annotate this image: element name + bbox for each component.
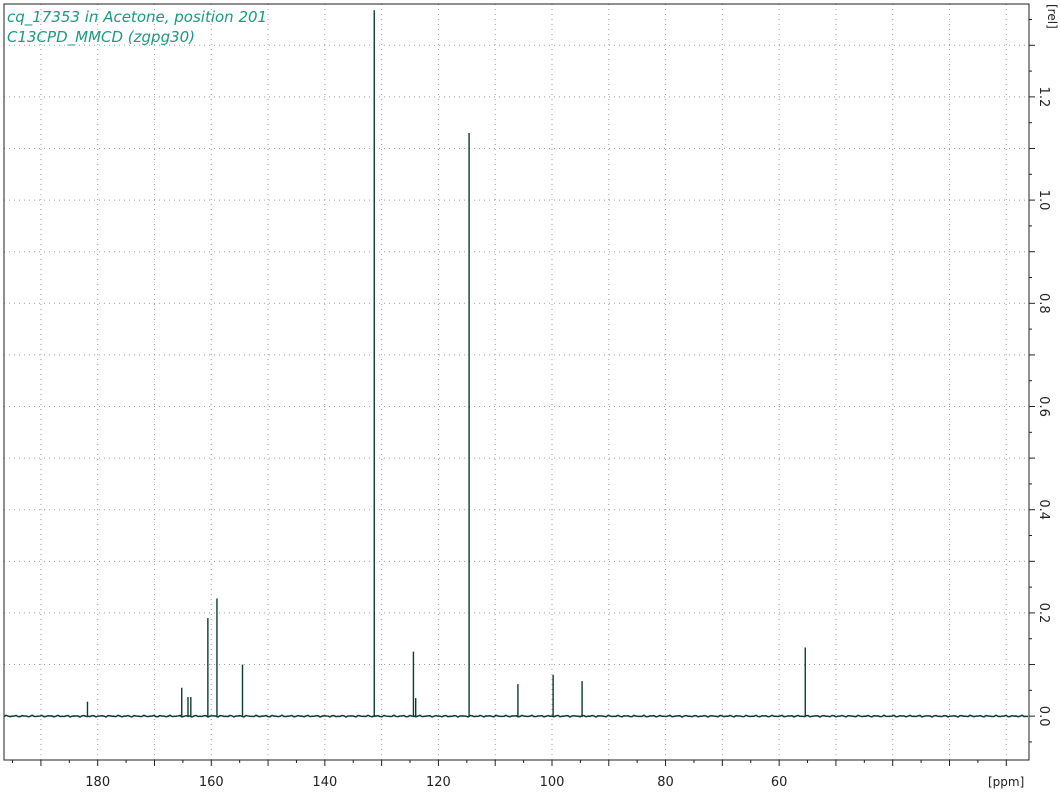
y-tick-label: 1.0: [1036, 190, 1051, 211]
y-tick-label: 0.0: [1036, 706, 1051, 727]
x-axis: 180 160 140 120 100 80 60: [12, 760, 1007, 790]
x-tick-label: 120: [426, 775, 451, 790]
y-axis-unit-label: [rel]: [1045, 4, 1059, 29]
plot-frame: [3, 3, 1030, 761]
y-tick-label: 0.6: [1036, 396, 1051, 417]
y-tick-label: 1.2: [1036, 87, 1051, 108]
x-tick-label: 160: [199, 775, 224, 790]
y-tick-label: 0.4: [1036, 499, 1051, 520]
y-axis: 0.0 0.2 0.4 0.6 0.8 1.0 1.2: [1029, 18, 1051, 743]
plot-border: [3, 3, 1030, 761]
y-tick-label: 0.8: [1036, 293, 1051, 314]
x-tick-label: 60: [771, 775, 788, 790]
baseline: [3, 714, 1029, 718]
grid: [4, 4, 1029, 760]
y-tick-label: 0.2: [1036, 603, 1051, 624]
x-tick-label: 100: [540, 775, 565, 790]
x-axis-unit-label: [ppm]: [988, 775, 1024, 789]
x-tick-label: 140: [312, 775, 337, 790]
sample-title: cq_17353 in Acetone, position 201: [7, 8, 267, 27]
x-tick-label: 180: [85, 775, 110, 790]
experiment-title: C13CPD_MMCD (zgpg30): [7, 28, 195, 47]
spectrum-trace: [3, 10, 1029, 718]
x-tick-label: 80: [657, 775, 674, 790]
